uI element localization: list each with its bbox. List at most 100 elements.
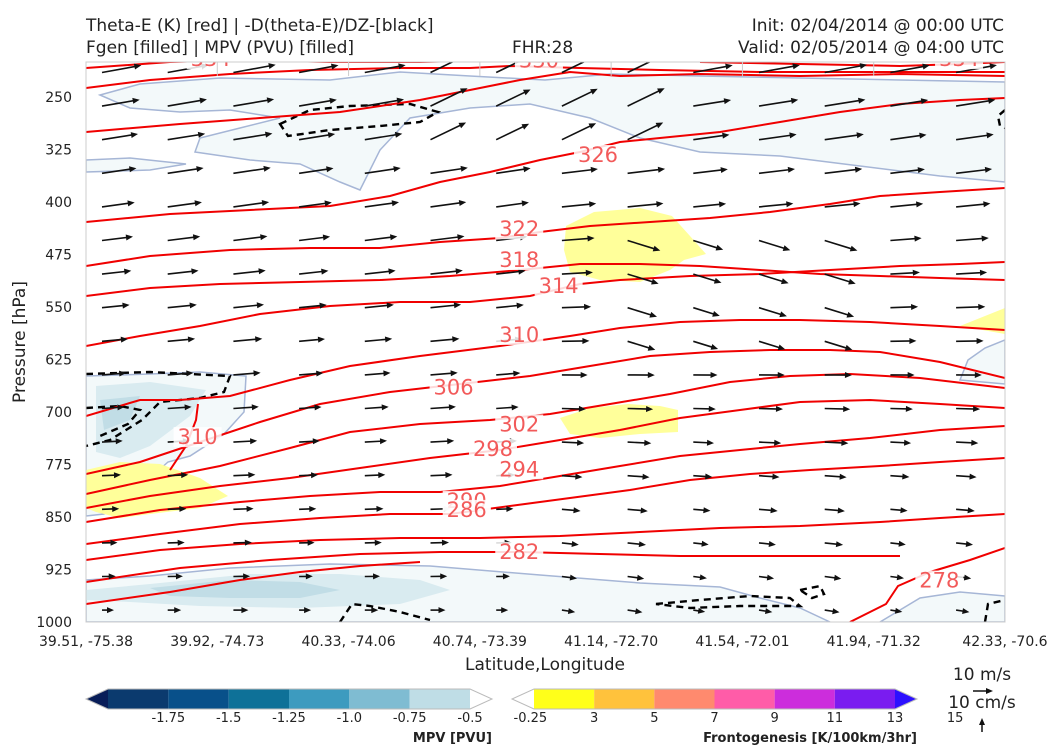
y-tick-label: 1000 xyxy=(36,615,72,631)
contour-label: 310 xyxy=(173,425,222,449)
wind-vector xyxy=(561,405,586,412)
colorbar-tick-label: -1.25 xyxy=(272,711,306,726)
colorbar-segment xyxy=(86,689,108,709)
wind-vector xyxy=(233,268,266,275)
wind-vector xyxy=(364,370,391,377)
wind-vector xyxy=(101,539,118,546)
wind-vector xyxy=(956,338,984,344)
wind-vector xyxy=(298,132,336,141)
wind-vector xyxy=(824,97,866,107)
colorbar-tick-label: 13 xyxy=(887,711,904,726)
wind-vector xyxy=(956,201,991,208)
wind-key-u-label: 10 m/s xyxy=(953,665,1011,685)
wind-vector xyxy=(693,132,730,141)
wind-vector xyxy=(627,439,652,446)
contour-label: 322 xyxy=(495,217,544,241)
wind-vector xyxy=(627,608,643,615)
contour-label: 334 xyxy=(935,47,984,71)
colorbar-tick-label: -1.0 xyxy=(337,711,362,726)
wind-vector xyxy=(561,201,597,208)
wind-vector xyxy=(890,269,920,276)
wind-vector xyxy=(561,269,593,276)
wind-vector xyxy=(364,404,389,411)
wind-vector xyxy=(956,235,989,242)
wind-vector xyxy=(233,200,270,208)
wind-vector xyxy=(758,507,778,514)
mpv-fill-darkest xyxy=(100,396,340,598)
colorbar-tick-label: 5 xyxy=(650,711,658,726)
wind-vector xyxy=(890,372,915,378)
colorbar-outline xyxy=(510,688,919,710)
wind-key-u-arrowhead xyxy=(986,688,993,694)
wind-vector xyxy=(364,573,380,580)
wind-vector xyxy=(101,97,140,107)
svg-text:334: 334 xyxy=(191,47,231,71)
wind-vector xyxy=(299,370,324,377)
y-tick-label: 550 xyxy=(45,300,72,316)
wind-vector xyxy=(561,372,588,378)
contour-label: 282 xyxy=(495,540,544,564)
wind-vector xyxy=(233,63,276,74)
wind-vector xyxy=(824,340,853,351)
wind-vector xyxy=(101,63,142,74)
wind-vector xyxy=(430,336,460,343)
wind-key-w-arrowhead xyxy=(979,718,985,725)
wind-vector xyxy=(824,574,842,581)
svg-text:326: 326 xyxy=(578,143,618,167)
colorbar-tick-label: 7 xyxy=(710,711,718,726)
title-left-line-2: Fgen [filled] | MPV (PVU) [filled] xyxy=(86,38,354,58)
wind-vector xyxy=(430,472,453,478)
wind-vector xyxy=(430,404,456,411)
wind-vector xyxy=(496,370,521,377)
wind-vector xyxy=(758,306,787,318)
fgen-fill xyxy=(86,208,1005,518)
wind-vector xyxy=(890,405,913,412)
wind-vector xyxy=(955,132,994,141)
wind-vector xyxy=(167,234,201,242)
theta-e-286 xyxy=(86,457,1005,545)
wind-vector xyxy=(167,166,204,175)
contour-label: 286 xyxy=(442,498,491,522)
y-tick-label: 625 xyxy=(45,353,72,369)
wind-vector xyxy=(890,167,925,175)
wind-vector xyxy=(561,574,577,581)
wind-vector xyxy=(299,336,325,343)
wind-vector xyxy=(298,166,334,175)
wind-vector xyxy=(496,268,526,275)
svg-text:294: 294 xyxy=(499,457,539,481)
colorbar-tick-label: 15 xyxy=(947,711,964,726)
theta-e-290 xyxy=(86,425,1005,523)
wind-vector xyxy=(758,239,791,251)
y-tick-label: 325 xyxy=(45,143,72,159)
wind-vector xyxy=(430,607,446,614)
wind-vector xyxy=(561,439,585,446)
wind-vector xyxy=(627,372,655,378)
fgen-colorbar: 3 5 7 9 11 13 15 xyxy=(510,688,964,726)
svg-text:334: 334 xyxy=(939,47,979,71)
wind-vector xyxy=(430,88,468,107)
wind-vector xyxy=(167,539,185,546)
wind-vector xyxy=(758,439,782,446)
fgen-colorbar-label: Frontogenesis [K/100km/3hr] xyxy=(703,731,917,746)
svg-text:314: 314 xyxy=(539,274,579,298)
wind-vector xyxy=(167,472,189,479)
contour-label: 334 xyxy=(186,47,235,71)
wind-vector xyxy=(299,472,319,479)
wind-vector xyxy=(627,473,650,480)
wind-vectors xyxy=(101,62,997,615)
wind-vector xyxy=(101,166,137,175)
wind-vector xyxy=(496,200,529,208)
mpv-colorbar: -1.75 -1.5 -1.25 -1.0 -0.75 -0.5 -0.25 xyxy=(84,688,547,726)
wind-vector xyxy=(496,506,514,512)
theta-e-330 xyxy=(86,64,1005,89)
wind-vector xyxy=(430,438,455,445)
wind-vector xyxy=(233,131,273,141)
colorbar-tick-label: 9 xyxy=(771,711,779,726)
wind-vector xyxy=(693,372,718,378)
wind-vector xyxy=(101,132,138,141)
wind-vector xyxy=(167,370,194,377)
wind-vector xyxy=(167,607,182,614)
y-tick-label: 850 xyxy=(45,510,72,526)
wind-vector xyxy=(627,122,664,141)
colorbar-segment xyxy=(470,689,492,709)
